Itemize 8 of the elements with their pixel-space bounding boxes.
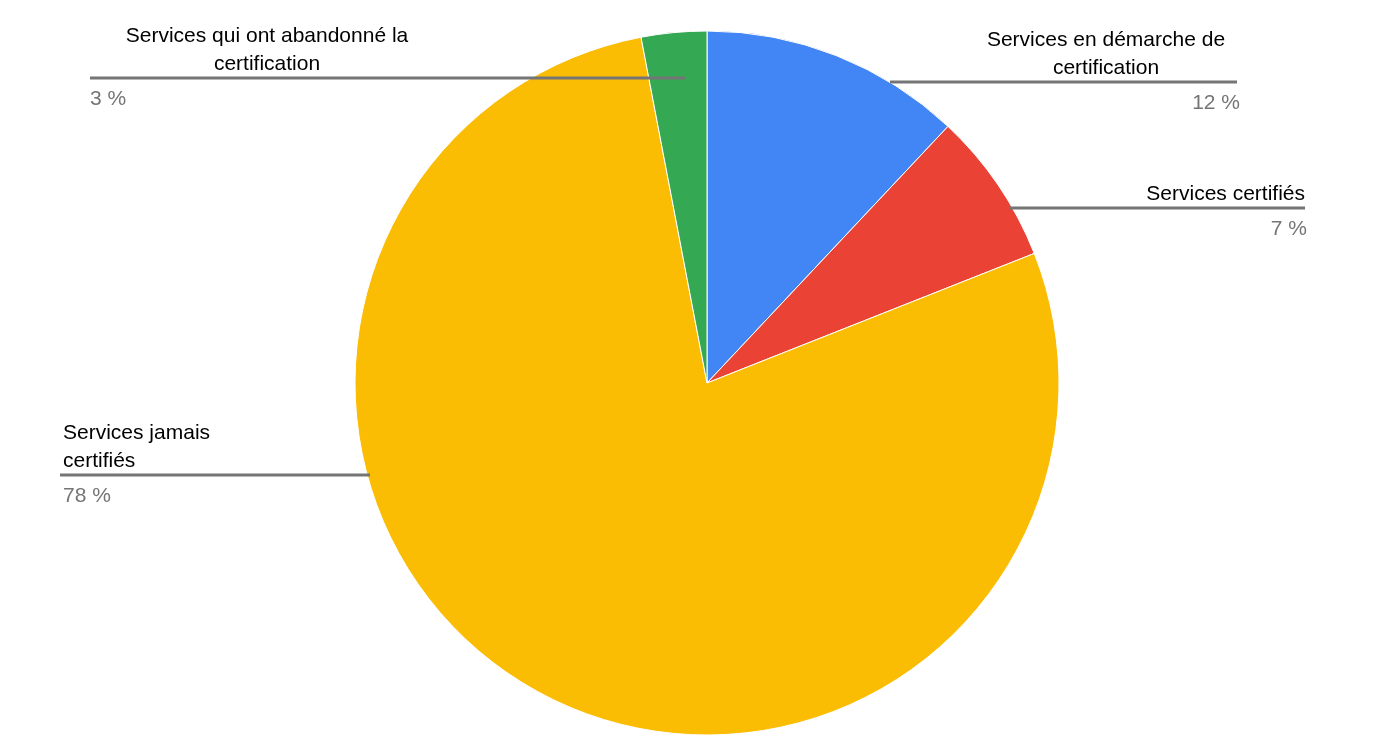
data-label: 12 %: [1192, 90, 1240, 113]
slice-label: Services qui ont abandonné la certification: [125, 23, 409, 74]
slice-label: Services jamais certifiés: [63, 420, 211, 471]
data-label: 3 %: [90, 86, 127, 109]
slice-label: Services en démarche de certification: [986, 27, 1226, 78]
data-label: 78 %: [63, 483, 111, 506]
data-label: 7 %: [1270, 216, 1307, 239]
slice-label: Services certifiés: [1146, 181, 1305, 204]
